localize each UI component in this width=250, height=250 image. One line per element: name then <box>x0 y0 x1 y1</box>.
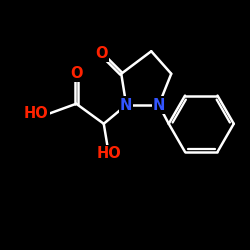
Text: N: N <box>120 98 132 112</box>
Text: HO: HO <box>96 146 121 161</box>
Text: O: O <box>70 66 82 81</box>
Text: O: O <box>95 46 108 61</box>
Text: HO: HO <box>24 106 49 121</box>
Text: N: N <box>152 98 165 112</box>
